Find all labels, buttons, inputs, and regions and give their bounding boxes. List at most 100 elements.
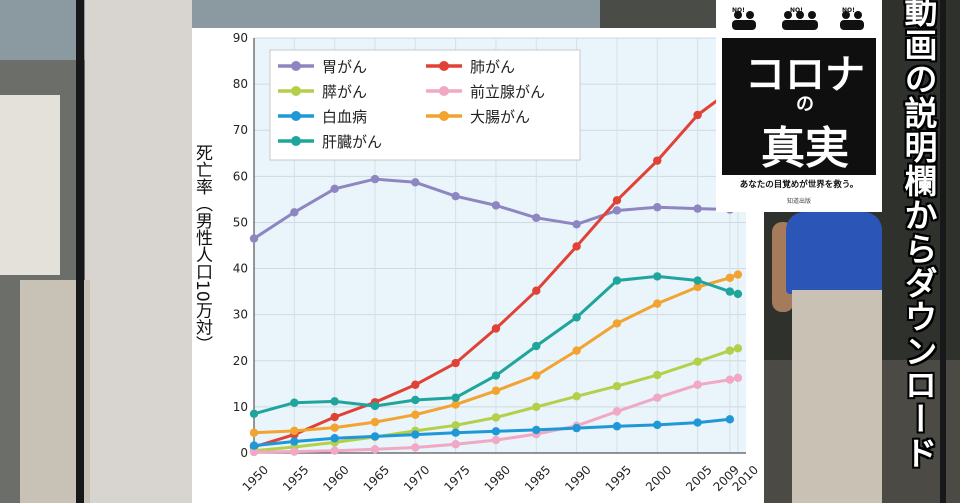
- data-point: [491, 201, 501, 210]
- data-point: [370, 445, 380, 454]
- x-tick-label: 1970: [401, 463, 432, 494]
- y-tick-label: 80: [233, 77, 248, 91]
- data-point: [653, 420, 662, 430]
- data-point: [491, 386, 501, 395]
- pole-left: [76, 0, 84, 503]
- data-point: [249, 441, 259, 450]
- x-tick-label: 1990: [562, 463, 593, 494]
- data-point: [491, 427, 501, 436]
- data-point: [725, 346, 735, 355]
- legend-item: 膵がん: [278, 83, 367, 101]
- data-point: [411, 380, 420, 389]
- icon-label: NO!: [732, 7, 745, 14]
- x-tick-label: 1965: [361, 463, 392, 494]
- data-point: [330, 423, 339, 432]
- x-tick-label: 2000: [643, 463, 674, 494]
- data-point: [653, 393, 662, 402]
- data-point: [290, 437, 299, 446]
- legend-item: 前立腺がん: [426, 83, 545, 101]
- data-point: [693, 110, 702, 120]
- data-point: [733, 373, 743, 383]
- legend-label: 肝臓がん: [322, 133, 382, 151]
- y-tick-label: 10: [233, 400, 248, 414]
- data-point: [290, 426, 299, 436]
- data-point: [612, 422, 622, 431]
- data-point: [532, 286, 541, 295]
- people-icon: [732, 11, 756, 30]
- legend-label: 肺がん: [470, 58, 515, 76]
- person-shirt: [786, 212, 882, 294]
- data-point: [572, 392, 581, 401]
- series-4: [249, 415, 735, 450]
- legend-item: 白血病: [278, 108, 367, 126]
- data-point: [612, 319, 622, 328]
- data-point: [693, 204, 702, 213]
- series-line: [253, 376, 739, 454]
- data-point: [411, 178, 420, 187]
- data-point: [612, 407, 622, 416]
- legend-label: 胃がん: [322, 58, 367, 76]
- y-tick-label: 30: [233, 308, 248, 322]
- data-point: [532, 341, 541, 351]
- data-point: [370, 401, 380, 411]
- series-line: [253, 274, 739, 416]
- icon-label: NO!: [790, 7, 803, 14]
- legend-swatch-marker: [291, 111, 301, 121]
- data-point: [532, 213, 541, 223]
- x-tick-label: 1950: [240, 463, 271, 494]
- legend-item: 胃がん: [278, 58, 367, 76]
- x-tick-label: 1960: [320, 463, 351, 494]
- data-point: [451, 421, 460, 430]
- data-point: [653, 370, 662, 380]
- y-tick-label: 20: [233, 354, 248, 368]
- y-axis-label: 死亡率（男性人口10万対）: [192, 144, 213, 353]
- data-point: [572, 346, 581, 355]
- legend-item: 大腸がん: [426, 108, 530, 126]
- y-tick-labels: 0 10 20 30 40 50 60 70 80 90: [233, 31, 248, 460]
- data-point: [572, 242, 581, 251]
- series-group: [249, 86, 743, 457]
- data-point: [249, 447, 259, 457]
- data-point: [451, 393, 460, 402]
- book-subtitle: あなたの目覚めが世界を救う。: [739, 180, 859, 190]
- data-point: [612, 276, 622, 285]
- data-point: [725, 287, 735, 296]
- x-tick-label: 1985: [522, 463, 553, 494]
- y-tick-label: 40: [233, 262, 248, 276]
- data-point: [330, 184, 339, 193]
- series-line: [253, 273, 739, 435]
- people-icon: [840, 11, 864, 30]
- legend-swatch-marker: [439, 111, 449, 121]
- data-point: [725, 375, 735, 384]
- data-point: [612, 206, 622, 215]
- book-title-line3: 真実: [761, 123, 849, 174]
- series-5: [249, 270, 743, 437]
- data-point: [330, 446, 339, 455]
- data-point: [330, 434, 339, 443]
- y-tick-label: 90: [233, 31, 248, 45]
- people-icon: [782, 11, 818, 30]
- legend-label: 膵がん: [322, 83, 367, 101]
- line-chart: 0 10 20 30 40 50 60 70 80 90 1950 1955 1960 1965 1970…: [192, 31, 761, 494]
- book-publisher: 知道出版: [786, 198, 811, 205]
- legend-swatch-marker: [439, 86, 449, 96]
- book-title-line2: の: [796, 94, 814, 115]
- data-point: [733, 344, 743, 353]
- x-tick-label: 1980: [482, 463, 513, 494]
- data-point: [532, 371, 541, 380]
- y-tick-label: 0: [240, 446, 248, 460]
- data-point: [693, 282, 702, 292]
- legend-item: 肝臓がん: [278, 133, 382, 151]
- legend-label: 白血病: [322, 108, 367, 126]
- data-point: [249, 234, 259, 243]
- x-tick-label: 1975: [441, 463, 472, 494]
- grid-lines: [253, 37, 746, 454]
- data-point: [249, 409, 259, 419]
- legend-swatch-marker: [291, 61, 301, 71]
- legend-item: 肺がん: [426, 58, 515, 76]
- legend-box: [269, 49, 581, 161]
- data-point: [370, 417, 380, 427]
- data-point: [572, 220, 581, 229]
- data-point: [290, 208, 299, 217]
